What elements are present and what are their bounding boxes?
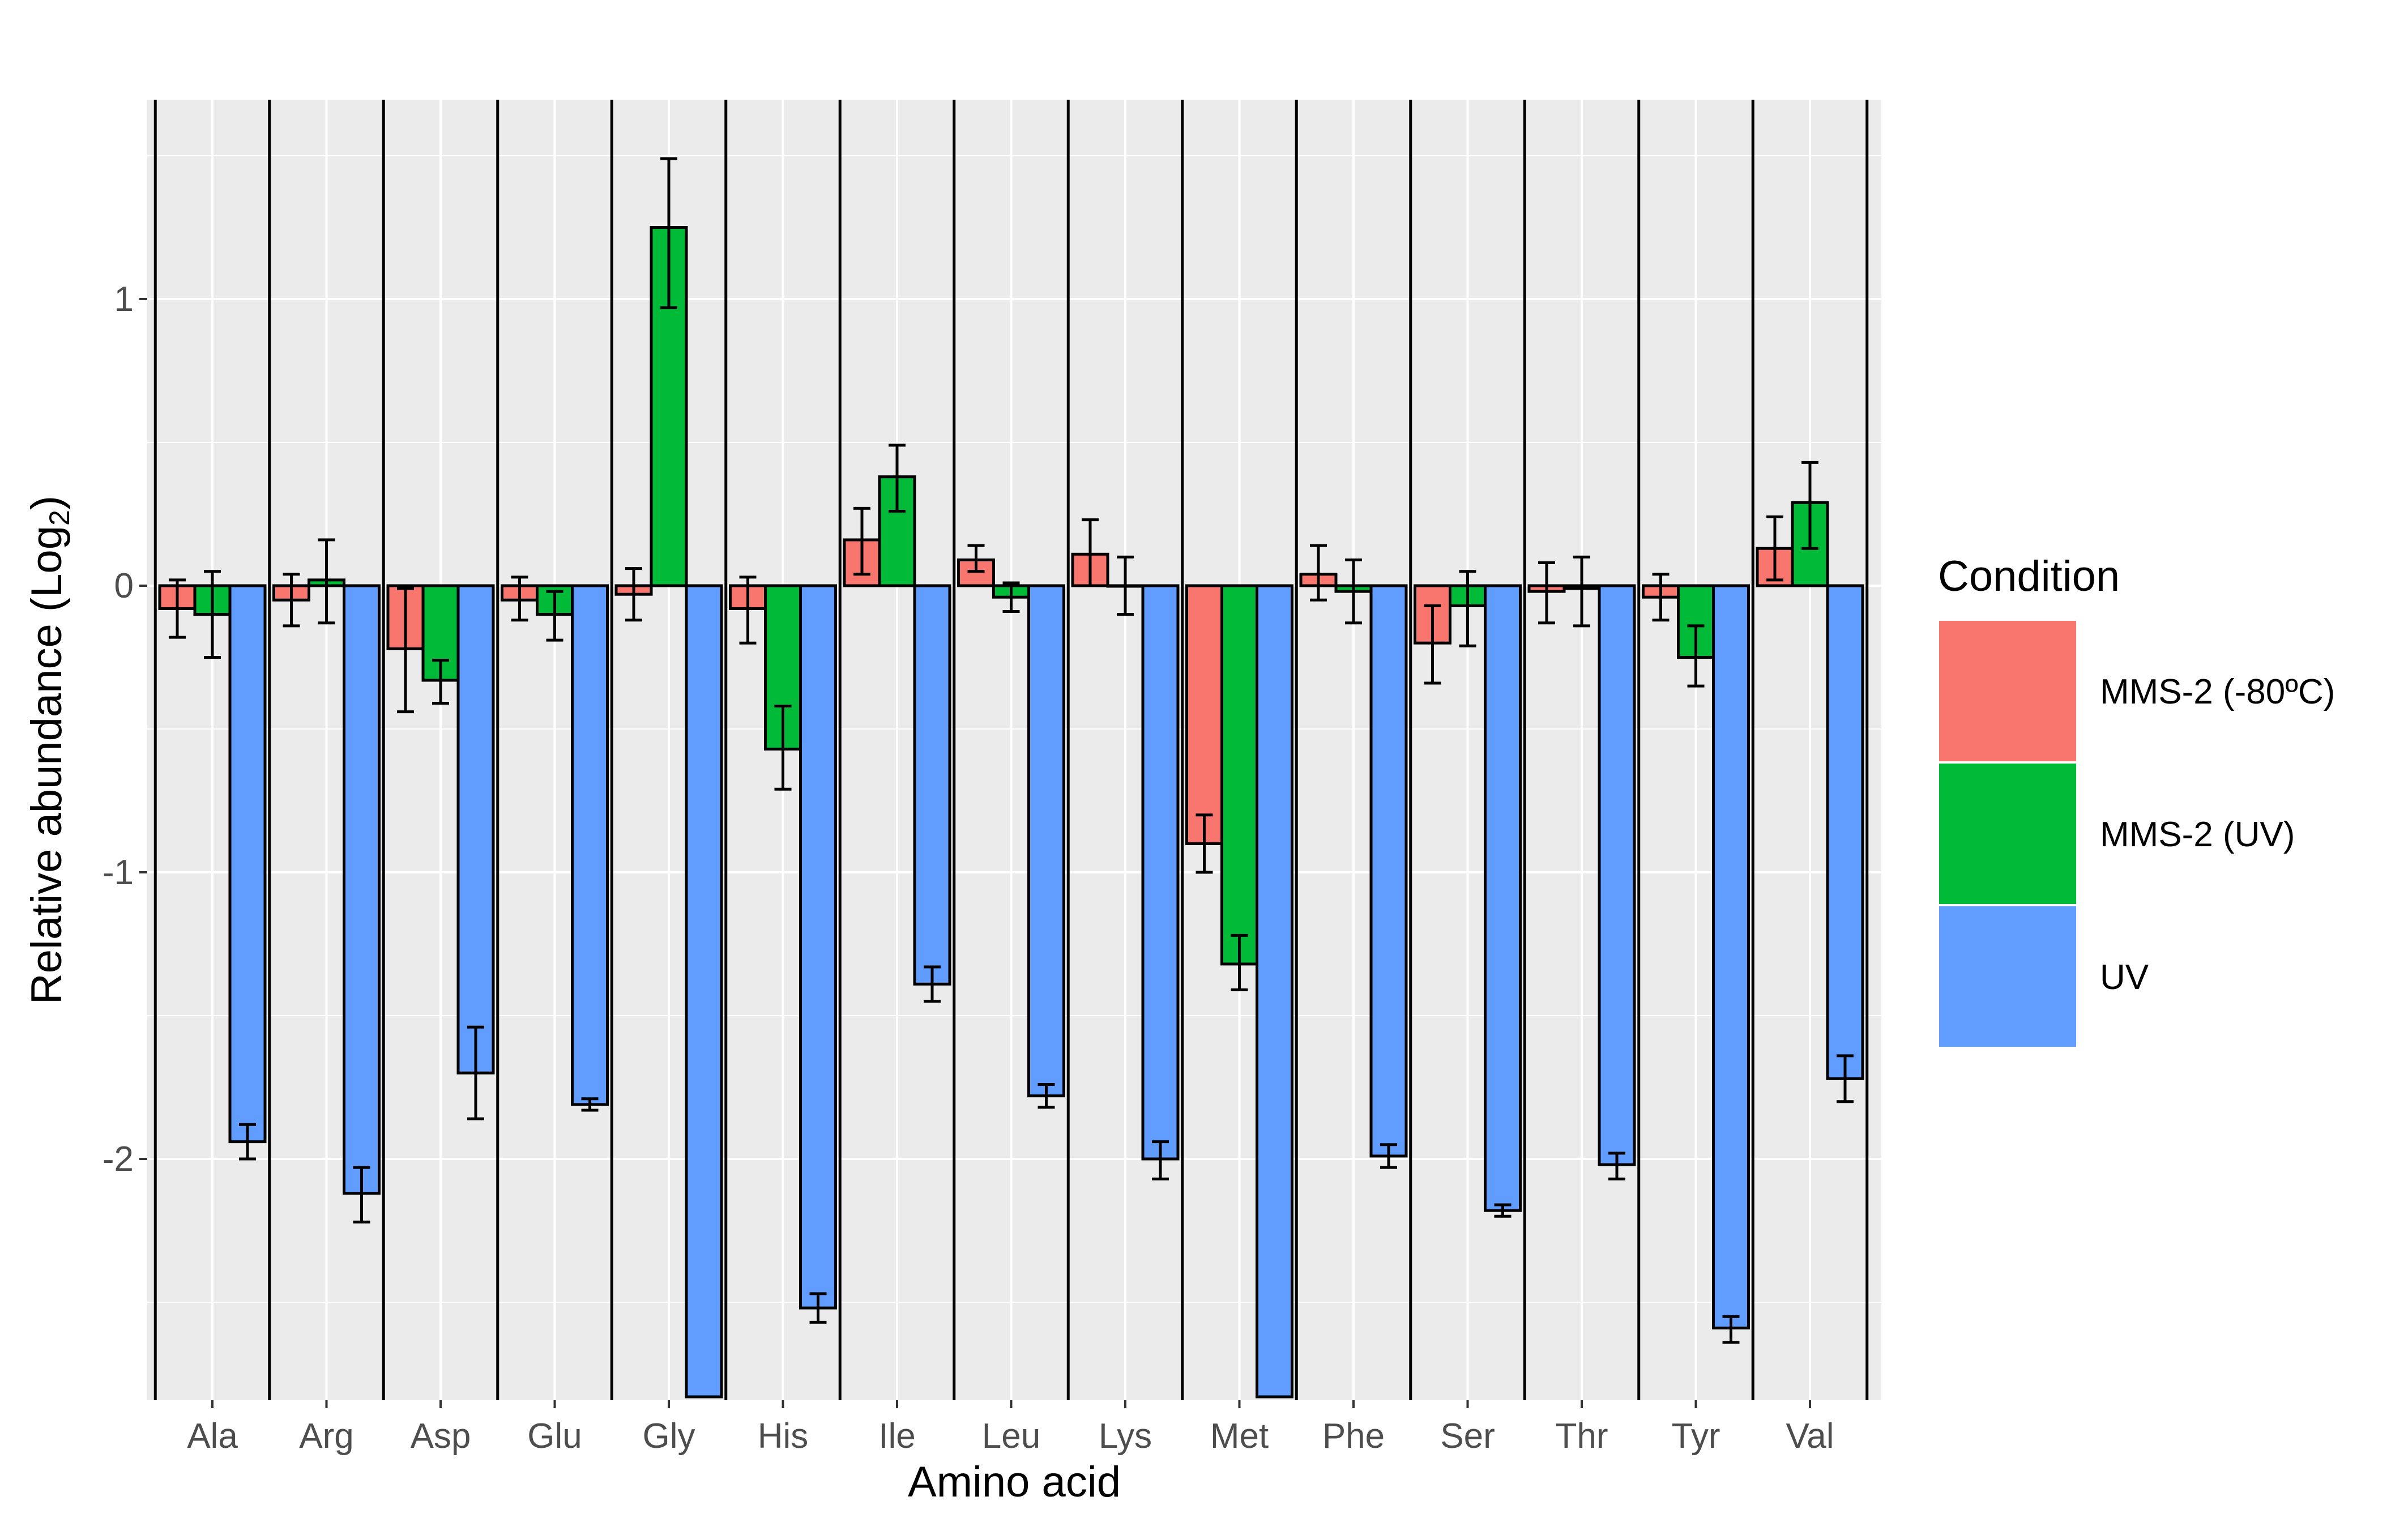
bar xyxy=(764,584,802,751)
x-tick-label: Ile xyxy=(878,1417,915,1456)
error-bar xyxy=(1196,813,1213,874)
bar xyxy=(228,584,267,1144)
error-bar xyxy=(1345,558,1362,625)
bar xyxy=(799,584,837,1310)
y-axis-title-subscript: 2 xyxy=(44,510,75,526)
error-bar xyxy=(1380,1143,1397,1169)
error-bar xyxy=(739,575,757,645)
error-bar xyxy=(1310,544,1327,602)
x-tick-label: Arg xyxy=(299,1417,353,1456)
error-bar xyxy=(967,544,985,573)
x-tick-label: Tyr xyxy=(1671,1417,1720,1456)
bar xyxy=(1256,584,1293,1399)
bar xyxy=(1484,584,1522,1212)
error-bar xyxy=(1538,561,1555,625)
x-tick-label: Ser xyxy=(1440,1417,1495,1456)
bar xyxy=(456,584,495,1075)
error-bar xyxy=(432,659,449,705)
bar xyxy=(1598,584,1636,1166)
x-tick-label: His xyxy=(758,1417,809,1456)
bar xyxy=(1027,584,1065,1098)
error-bar xyxy=(467,1025,484,1120)
legend-label: MMS-2 (UV) xyxy=(2100,815,2295,854)
y-tick-label: 0 xyxy=(114,566,134,606)
error-bar xyxy=(239,1123,256,1161)
x-tick-label: Phe xyxy=(1322,1417,1385,1456)
legend-title: Condition xyxy=(1938,552,2120,600)
error-bar xyxy=(1722,1315,1740,1344)
error-bar xyxy=(774,705,792,791)
legend-label: MMS-2 (-80ºC) xyxy=(2100,672,2335,711)
error-bar xyxy=(511,575,528,622)
bar xyxy=(685,584,723,1399)
category-separators xyxy=(153,100,1869,1400)
legend-key-0 xyxy=(1939,621,2076,761)
bar xyxy=(1712,584,1750,1330)
error-bar xyxy=(1801,461,1818,550)
y-axis: 1 0 -1 -2 xyxy=(103,280,147,1179)
error-bar xyxy=(546,590,563,642)
bar xyxy=(913,584,951,986)
error-bar xyxy=(581,1097,599,1112)
bar xyxy=(343,584,381,1195)
y-axis-title: Relative abundance (Log2) xyxy=(23,496,75,1004)
bar xyxy=(1826,584,1864,1080)
error-bar xyxy=(625,567,642,622)
error-bar xyxy=(1002,581,1020,613)
error-bar xyxy=(169,578,186,639)
error-bar xyxy=(1573,555,1590,628)
error-bar xyxy=(1152,1140,1169,1180)
bar xyxy=(1677,584,1715,659)
error-bar xyxy=(1424,604,1441,685)
error-bar xyxy=(1082,518,1099,587)
bar xyxy=(1220,584,1258,966)
bar xyxy=(1185,584,1223,845)
x-axis: Ala Arg Asp Glu Gly His Ile Leu Lys Met Phe Ser Thr T… xyxy=(187,1400,1834,1456)
error-bar xyxy=(1494,1203,1512,1218)
y-tick-label: -2 xyxy=(103,1140,134,1179)
x-tick-label: Thr xyxy=(1556,1417,1608,1456)
x-axis-title: Amino acid xyxy=(908,1458,1121,1506)
error-bar xyxy=(809,1292,827,1324)
y-tick-label: 1 xyxy=(114,280,134,319)
error-bar xyxy=(1038,1082,1055,1109)
x-tick-label: Glu xyxy=(527,1417,582,1456)
bar xyxy=(571,584,609,1106)
error-bar xyxy=(318,538,335,625)
x-tick-label: Val xyxy=(1786,1417,1834,1456)
error-bar xyxy=(1687,624,1705,688)
y-tick-label: -1 xyxy=(103,853,134,892)
error-bar xyxy=(1459,570,1476,647)
legend-key-2 xyxy=(1939,906,2076,1047)
x-tick-label: Met xyxy=(1210,1417,1269,1456)
error-bar xyxy=(1766,515,1783,582)
x-tick-label: Asp xyxy=(411,1417,471,1456)
error-bar xyxy=(853,506,870,576)
error-bar xyxy=(889,444,906,513)
error-bars xyxy=(169,157,1854,1344)
error-bar xyxy=(1231,933,1248,991)
legend-label: UV xyxy=(2100,958,2149,997)
error-bar xyxy=(1837,1054,1854,1103)
error-bar xyxy=(924,965,941,1003)
error-bar xyxy=(1652,573,1670,622)
error-bar xyxy=(283,573,300,628)
bar xyxy=(1141,584,1180,1161)
plot-panel xyxy=(147,100,1881,1400)
error-bar xyxy=(1117,555,1134,616)
x-tick-label: Leu xyxy=(982,1417,1040,1456)
bar xyxy=(1369,584,1408,1158)
x-tick-label: Gly xyxy=(643,1417,695,1456)
error-bar xyxy=(1608,1152,1625,1180)
error-bar xyxy=(660,157,677,309)
legend: Condition MMS-2 (-80ºC) MMS-2 (UV) UV xyxy=(1937,552,2335,1049)
error-bar xyxy=(204,570,221,659)
x-tick-label: Lys xyxy=(1099,1417,1152,1456)
legend-key-1 xyxy=(1939,764,2076,904)
error-bar xyxy=(397,587,414,714)
x-tick-label: Ala xyxy=(187,1417,238,1456)
error-bar xyxy=(353,1166,370,1223)
